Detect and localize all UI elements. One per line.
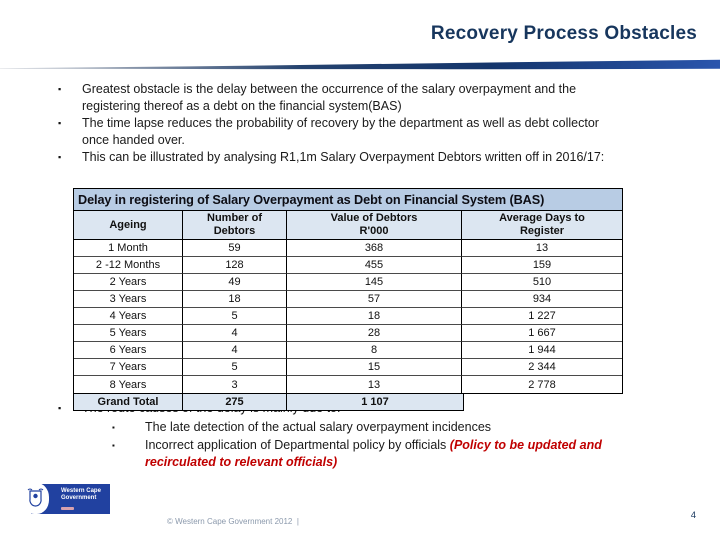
table-cell: 1 944 [462, 342, 622, 359]
table-row: 2 -12 Months 128 455 159 [74, 257, 622, 274]
table-cell: 13 [462, 240, 622, 257]
sub-bullet-list: ▪ The late detection of the actual salar… [112, 419, 640, 472]
table-grand-total-row: Grand Total 275 1 107 [73, 393, 464, 411]
table-cell: 59 [183, 240, 287, 257]
bullet-item: ▪ The time lapse reduces the probability… [58, 115, 672, 149]
table-cell: 934 [462, 291, 622, 308]
sub-bullet-text-red: recirculated to relevant officials) [145, 455, 338, 469]
sub-bullet-text-black: Incorrect application of Departmental po… [145, 437, 450, 452]
bullet-text: Greatest obstacle is the delay between t… [82, 81, 576, 115]
wcg-crest-icon [22, 483, 49, 514]
table-cell: 8 [287, 342, 462, 359]
table-cell: 275 [183, 394, 287, 410]
bullet-item: ▪ Greatest obstacle is the delay between… [58, 81, 672, 115]
wcg-logo: Western Cape Government [22, 483, 110, 514]
sub-bullet-item: ▪ Incorrect application of Departmental … [112, 437, 640, 472]
delay-table: Delay in registering of Salary Overpayme… [73, 188, 623, 394]
bullet-list: ▪ Greatest obstacle is the delay between… [58, 81, 672, 166]
table-cell: 5 Years [74, 325, 183, 342]
table-header-cell: Ageing [74, 211, 183, 240]
bullet-text: This can be illustrated by analysing R1,… [82, 149, 604, 166]
table-cell: 145 [287, 274, 462, 291]
bullet-square-icon: ▪ [58, 84, 62, 94]
bullet-line: Greatest obstacle is the delay between t… [82, 82, 577, 96]
footer-copyright: © Western Cape Government 2012 | [167, 517, 299, 526]
table-row: 7 Years 5 15 2 344 [74, 359, 622, 376]
bullet-text: The time lapse reduces the probability o… [82, 115, 599, 149]
table-cell: 3 [183, 376, 287, 393]
table-cell: Grand Total [74, 394, 183, 410]
table-title: Delay in registering of Salary Overpayme… [74, 189, 622, 211]
table-cell: 4 [183, 342, 287, 359]
table-cell: 159 [462, 257, 622, 274]
table-cell: 1 227 [462, 308, 622, 325]
bullet-line: This can be illustrated by analysing R1,… [82, 150, 605, 164]
page-number: 4 [690, 510, 696, 521]
logo-tagline [61, 507, 74, 510]
table-cell: 6 Years [74, 342, 183, 359]
bullet-square-icon: ▪ [112, 440, 115, 450]
table-header-cell: Number of Debtors [183, 211, 287, 240]
table-row: 5 Years 4 28 1 667 [74, 325, 622, 342]
table-cell: 455 [287, 257, 462, 274]
bullet-line: registering thereof as a debt on the fin… [82, 99, 402, 113]
table-row: 3 Years 18 57 934 [74, 291, 622, 308]
table-cell: 4 Years [74, 308, 183, 325]
sub-bullet-text: The late detection of the actual salary … [145, 420, 492, 434]
table-header-row: Ageing Number of Debtors Value of Debtor… [74, 211, 622, 240]
table-row: 4 Years 5 18 1 227 [74, 308, 622, 325]
slide-title: Recovery Process Obstacles [430, 23, 697, 44]
table-cell: 510 [462, 274, 622, 291]
bullet-square-icon: ▪ [58, 118, 62, 128]
table-cell: 57 [287, 291, 462, 308]
table-row: 2 Years 49 145 510 [74, 274, 622, 291]
table-cell: 18 [287, 308, 462, 325]
table-row: 1 Month 59 368 13 [74, 240, 622, 257]
table-cell: 8 Years [74, 376, 183, 393]
table-row: 6 Years 4 8 1 944 [74, 342, 622, 359]
table-cell: 1 107 [361, 396, 389, 408]
sub-bullet-item: ▪ The late detection of the actual salar… [112, 419, 640, 437]
table-cell: 3 Years [74, 291, 183, 308]
table-cell: 2 344 [462, 359, 622, 376]
table-row: 8 Years 3 13 2 778 [74, 376, 622, 393]
table-cell: 128 [183, 257, 287, 274]
table-cell: 28 [287, 325, 462, 342]
bullet-item: ▪ This can be illustrated by analysing R… [58, 149, 672, 166]
sub-bullet-text: Incorrect application of Departmental po… [145, 437, 602, 472]
table-cell: 15 [287, 359, 462, 376]
sub-bullet-text-red: (Policy to be updated and [449, 437, 602, 452]
logo-org-line: Western Cape [61, 488, 101, 494]
bullet-square-icon: ▪ [58, 152, 62, 162]
logo-org-line: Government [61, 494, 97, 501]
table-cell: 2 -12 Months [74, 257, 183, 274]
table-header-cell: Average Days to Register [462, 211, 622, 240]
title-underline-swoosh [0, 59, 720, 70]
table-cell: 2 Years [74, 274, 183, 291]
table-cell: 1 Month [74, 240, 183, 257]
table-cell: 4 [183, 325, 287, 342]
table-cell: 7 Years [74, 359, 183, 376]
table-cell: 1 667 [462, 325, 622, 342]
bullet-line: once handed over. [82, 133, 185, 147]
table-cell: 18 [183, 291, 287, 308]
table-cell: 368 [287, 240, 462, 257]
table-cell: 13 [287, 376, 462, 393]
bullet-square-icon: ▪ [58, 403, 62, 413]
table-header-cell: Value of Debtors R'000 [287, 211, 462, 240]
bullet-square-icon: ▪ [112, 423, 115, 432]
bullet-line: The time lapse reduces the probability o… [82, 116, 599, 130]
table-cell: 5 [183, 359, 287, 376]
table-cell: 2 778 [462, 376, 622, 393]
table-cell: 49 [183, 274, 287, 291]
wcg-logo-text: Western Cape Government [61, 488, 101, 501]
table-cell: 5 [183, 308, 287, 325]
